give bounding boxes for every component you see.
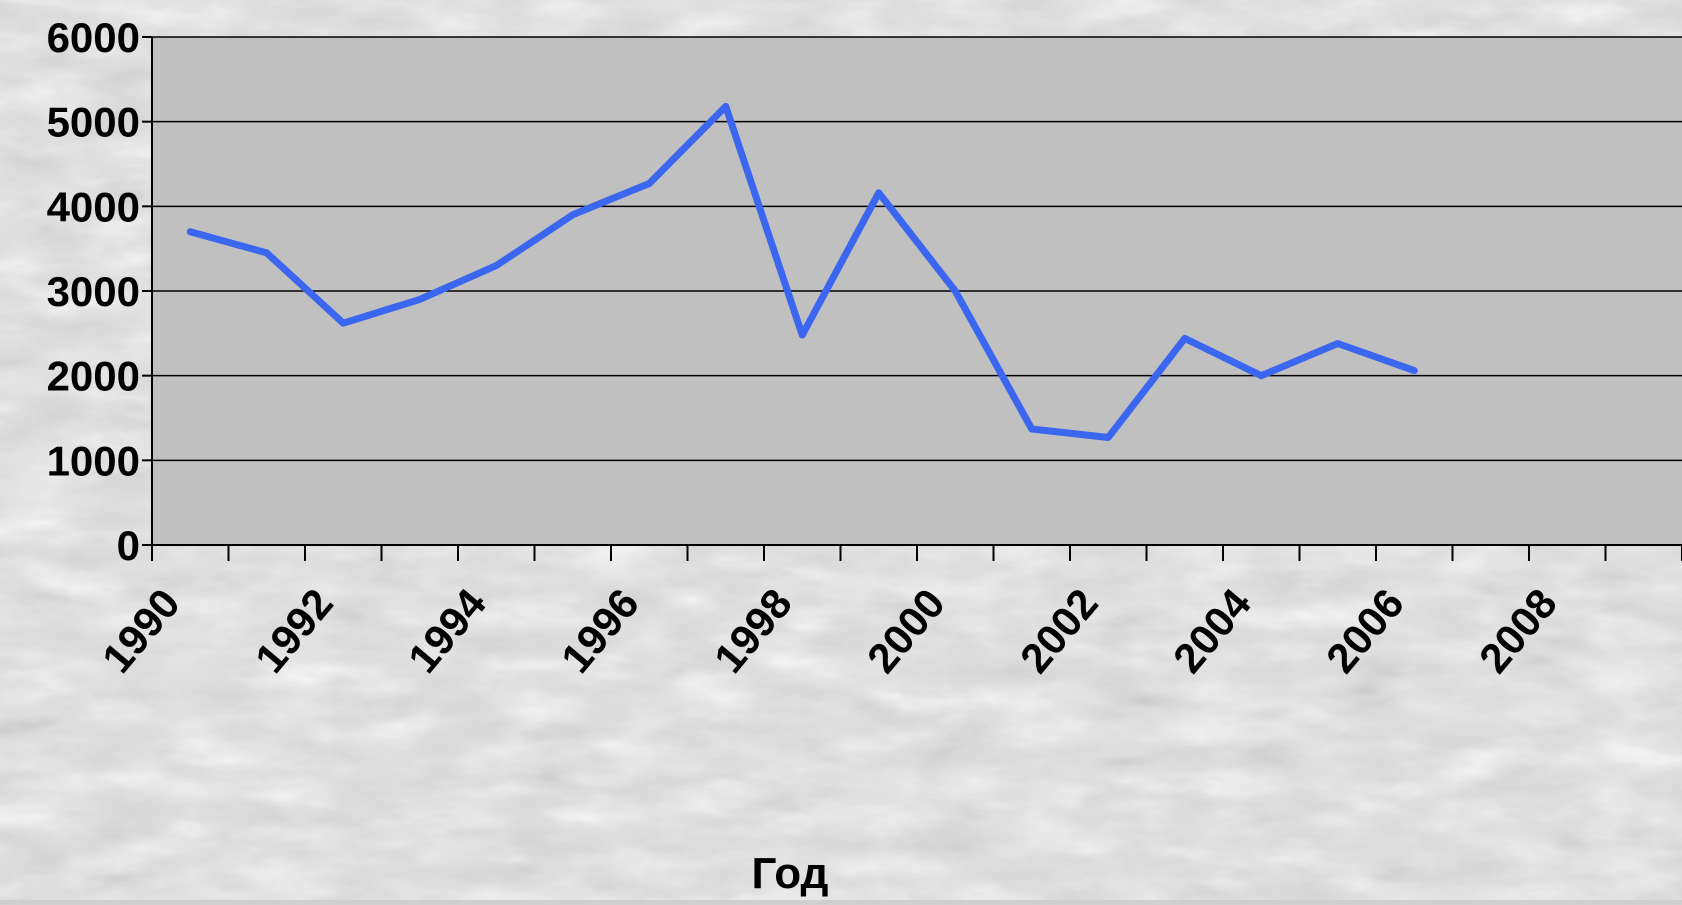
data-point [340,320,347,327]
data-point [722,103,729,110]
data-point [187,228,194,235]
y-tick-label: 2000 [47,353,140,400]
data-point [1028,426,1035,433]
y-tick-label: 3000 [47,268,140,315]
data-point [493,262,500,269]
data-point [1258,372,1265,379]
data-point [1334,340,1341,347]
y-tick-label: 6000 [47,14,140,61]
data-point [1105,434,1112,441]
y-tick-label: 0 [117,522,140,569]
x-axis-title: Год [752,849,829,898]
data-point [799,332,806,339]
data-point [646,180,653,187]
data-point [952,288,959,294]
data-point [569,211,576,218]
y-tick-label: 4000 [47,183,140,230]
y-tick-label: 5000 [47,99,140,146]
data-point [875,189,882,196]
data-point [1181,335,1188,342]
y-tick-label: 1000 [47,437,140,484]
data-point [263,249,270,256]
data-point [1411,367,1418,374]
data-point [416,296,423,303]
